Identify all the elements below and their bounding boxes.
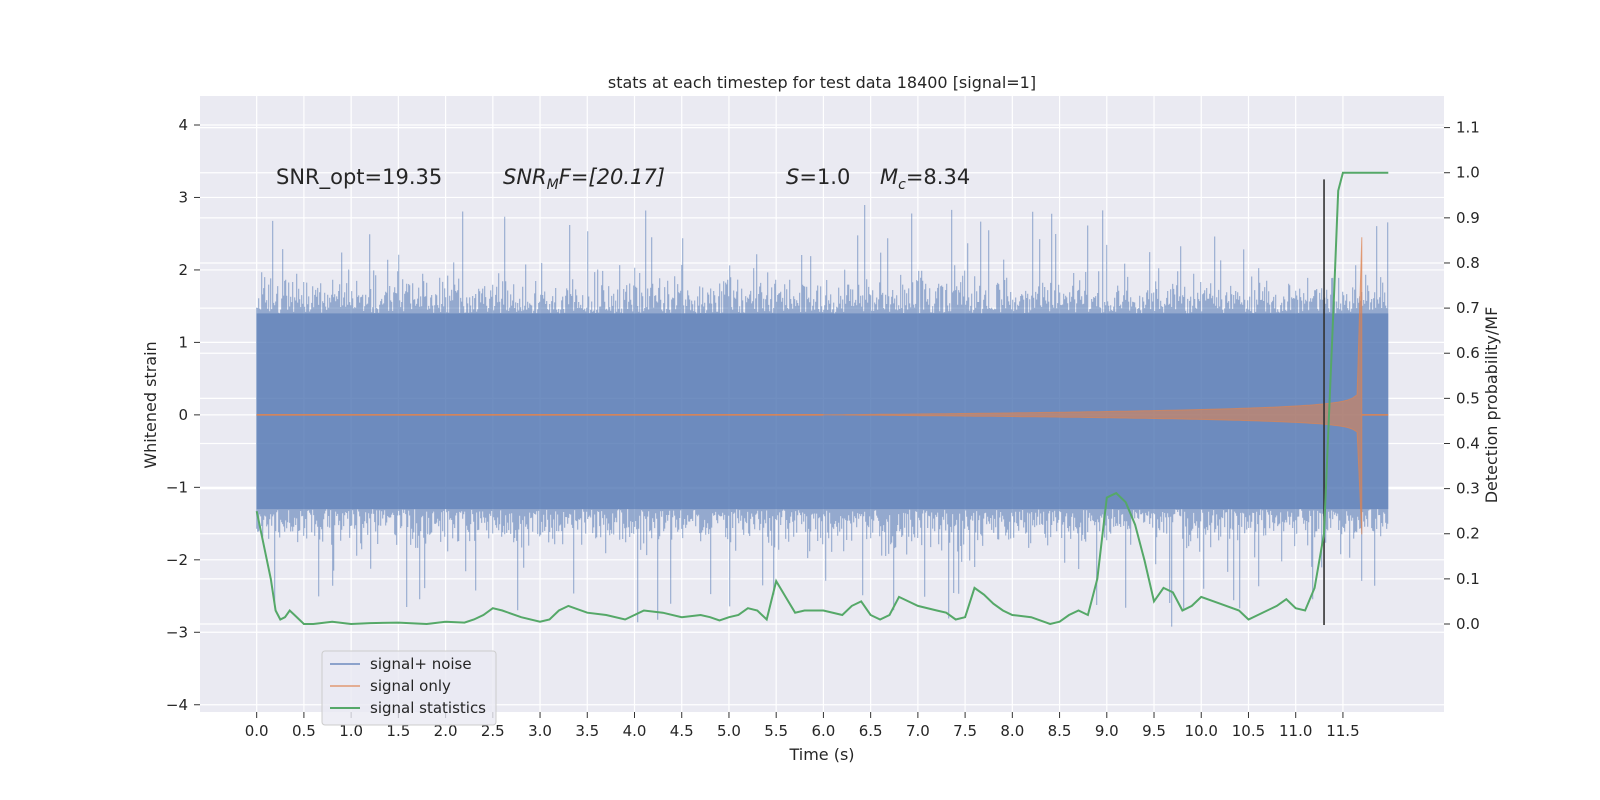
annotation-snr-mf: SNRMF=[20.17] [503,165,665,193]
x-tick-label: 9.0 [1095,722,1119,740]
x-tick-label: 7.5 [953,722,977,740]
x-tick-label: 5.0 [717,722,741,740]
x-axis-label: Time (s) [788,745,854,764]
x-tick-label: 6.5 [859,722,883,740]
x-tick-label: 6.0 [811,722,835,740]
x-tick-label: 4.0 [623,722,647,740]
x-tick-label: 5.5 [764,722,788,740]
x-axis-ticks: 0.0 0.5 1.0 1.5 2.0 2.5 3.0 3.5 4.0 4.5 5.0 5.5 6.0 6… [245,712,1360,740]
y-tick-label: 4 [178,116,188,134]
x-tick-label: 3.5 [575,722,599,740]
legend-label-signal-only: signal only [370,677,451,695]
y-tick-label: −2 [166,551,188,569]
y-right-tick-label: 0.7 [1456,299,1480,317]
chart-title: stats at each timestep for test data 184… [608,73,1036,92]
y-right-tick-label: 0.6 [1456,344,1480,362]
x-tick-label: 9.5 [1142,722,1166,740]
legend: signal+ noise signal only signal statist… [321,650,497,726]
annotation-chirp-mass: Mc=8.34 [880,165,970,193]
signal-statistics-line [255,171,1389,626]
legend-box [321,650,497,726]
y-tick-label: −4 [166,696,188,714]
annotation-s: S=1.0 [786,165,850,189]
x-tick-label: 1.0 [339,722,363,740]
x-tick-label: 8.5 [1048,722,1072,740]
x-tick-label: 4.5 [670,722,694,740]
x-tick-label: 2.5 [481,722,505,740]
y-tick-label: 2 [178,261,188,279]
x-tick-label: 10.0 [1185,722,1218,740]
x-tick-label: 2.0 [434,722,458,740]
x-tick-label: 0.5 [292,722,316,740]
x-tick-label: 11.0 [1279,722,1312,740]
y-right-tick-label: 0.2 [1456,525,1480,543]
legend-label-signal-statistics: signal statistics [370,699,486,717]
annotation-snr-opt: SNR_opt=19.35 [276,165,442,190]
y-axis-right-label: Detection probability/MF [1482,307,1501,504]
y-tick-label: 3 [178,188,188,206]
signal-only-series [256,237,1389,535]
y-right-tick-label: 0.3 [1456,480,1480,498]
signal-statistics-series [255,171,1389,626]
y-right-tick-label: 1.0 [1456,164,1480,182]
y-right-tick-label: 1.1 [1456,119,1480,137]
y-right-tick-label: 0.5 [1456,389,1480,407]
x-tick-label: 1.5 [386,722,410,740]
y-right-tick-label: 0.9 [1456,209,1480,227]
y-tick-label: −1 [166,478,188,496]
y-right-tick-label: 0.0 [1456,615,1480,633]
x-tick-label: 7.0 [906,722,930,740]
y-axis-ticks: −4 −3 −2 −1 0 1 2 3 4 [166,116,200,714]
legend-label-signal-noise: signal+ noise [370,655,472,673]
y-right-tick-label: 0.1 [1456,570,1480,588]
y-tick-label: 1 [178,333,188,351]
x-tick-label: 11.5 [1326,722,1359,740]
y-tick-label: 0 [178,406,188,424]
y-axis-label: Whitened strain [141,341,160,468]
x-tick-label: 3.0 [528,722,552,740]
x-tick-label: 0.0 [245,722,269,740]
x-tick-label: 8.0 [1000,722,1024,740]
x-tick-label: 10.5 [1232,722,1265,740]
y-tick-label: −3 [166,623,188,641]
y-right-tick-label: 0.4 [1456,434,1480,452]
y-right-tick-label: 0.8 [1456,254,1480,272]
y-axis-right-ticks: 0.0 0.1 0.2 0.3 0.4 0.5 0.6 0.7 0.8 0.9 1.0 1.1 [1444,119,1480,633]
